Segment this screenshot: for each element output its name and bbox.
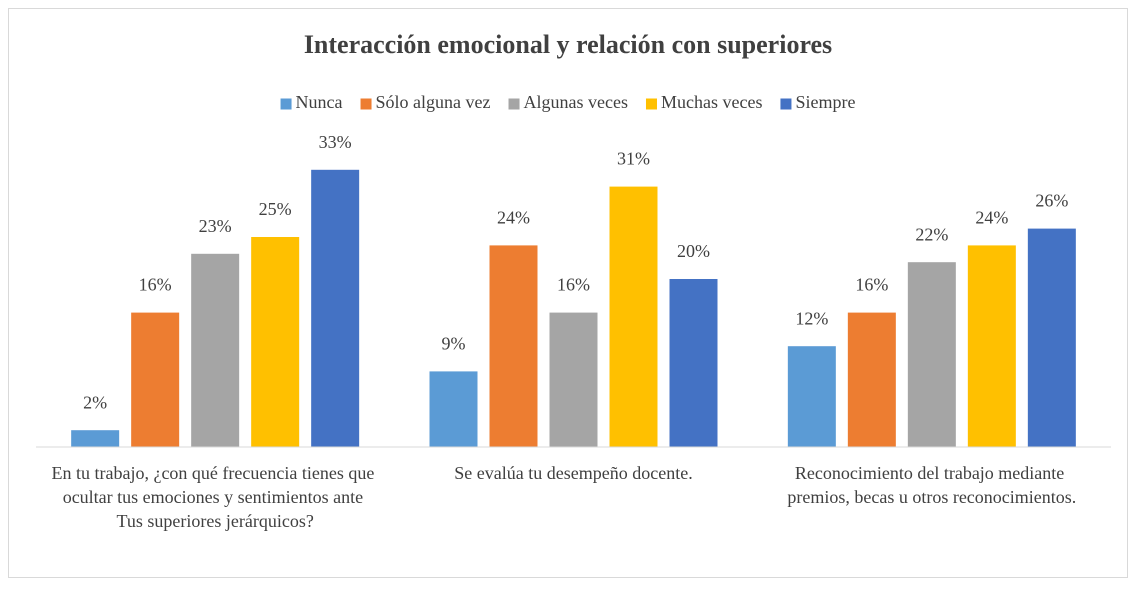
data-label: 24% xyxy=(497,208,530,228)
data-label: 12% xyxy=(795,308,828,328)
bar xyxy=(311,169,360,448)
data-label: 20% xyxy=(677,241,710,261)
bar xyxy=(71,430,120,447)
legend-label: Siempre xyxy=(795,92,855,112)
bar xyxy=(847,312,896,447)
data-label: 33% xyxy=(319,132,352,152)
data-label: 2% xyxy=(83,392,107,412)
data-label: 26% xyxy=(1035,191,1068,211)
legend-swatch xyxy=(645,98,657,110)
bar xyxy=(549,312,598,447)
data-label: 31% xyxy=(617,149,650,169)
bar xyxy=(489,245,538,447)
bar xyxy=(907,262,956,447)
bar xyxy=(669,279,718,447)
legend-label: Algunas veces xyxy=(524,92,628,112)
bar xyxy=(429,371,478,447)
data-label: 9% xyxy=(442,334,466,354)
data-label: 16% xyxy=(855,275,888,295)
bar xyxy=(131,312,180,447)
bar xyxy=(1027,228,1076,447)
bar xyxy=(609,186,658,447)
legend-swatch xyxy=(780,98,792,110)
data-label: 25% xyxy=(259,199,292,219)
bar xyxy=(251,237,300,447)
bar xyxy=(191,253,240,447)
data-label: 24% xyxy=(975,208,1008,228)
legend-swatch xyxy=(280,98,292,110)
x-tick-label: Reconocimiento del trabajo mediante prem… xyxy=(787,463,1076,507)
data-label: 16% xyxy=(139,275,172,295)
bar xyxy=(787,346,836,447)
legend-label: Sólo alguna vez xyxy=(376,92,491,112)
data-label: 22% xyxy=(915,224,948,244)
legend-swatch xyxy=(508,98,520,110)
chart-title: Interacción emocional y relación con sup… xyxy=(304,30,832,59)
data-label: 16% xyxy=(557,275,590,295)
legend-label: Muchas veces xyxy=(661,92,762,112)
bar xyxy=(967,245,1016,447)
data-label: 23% xyxy=(199,216,232,236)
legend-label: Nunca xyxy=(296,92,343,112)
x-tick-label: Se evalúa tu desempeño docente. xyxy=(454,463,692,483)
legend-swatch xyxy=(360,98,372,110)
x-tick-label: En tu trabajo, ¿con qué frecuencia tiene… xyxy=(51,463,378,531)
